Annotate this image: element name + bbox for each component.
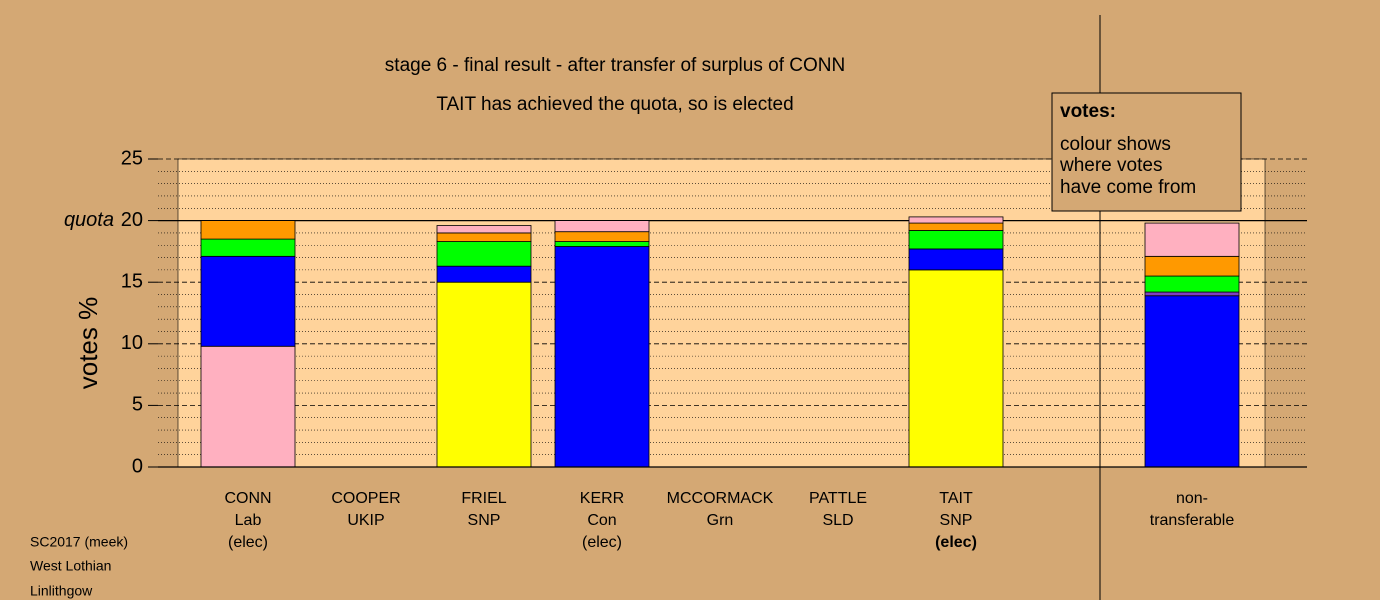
x-tick-label: FRIEL bbox=[461, 490, 506, 507]
bar-segment bbox=[436, 265, 532, 283]
y-tick-label: 25 bbox=[121, 147, 143, 169]
bar-segment bbox=[1144, 295, 1240, 468]
bar-segment bbox=[1144, 255, 1240, 277]
bar-segment bbox=[554, 246, 650, 468]
y-tick-label: 15 bbox=[121, 270, 143, 292]
bar-segment bbox=[436, 241, 532, 267]
bar-segment bbox=[200, 220, 296, 240]
x-tick-label: SLD bbox=[822, 512, 853, 529]
bar-segment bbox=[908, 269, 1004, 468]
x-tick-label: KERR bbox=[580, 490, 624, 507]
bar-segment bbox=[1144, 275, 1240, 293]
bar-segment bbox=[436, 225, 532, 234]
bar-segment bbox=[436, 281, 532, 468]
bar-segment bbox=[200, 255, 296, 347]
legend-text: where votes bbox=[1059, 155, 1162, 176]
x-tick-label: (elec) bbox=[228, 534, 268, 551]
x-tick-label: Con bbox=[587, 512, 616, 529]
x-tick-label: UKIP bbox=[347, 512, 384, 529]
x-tick-label: Grn bbox=[707, 512, 734, 529]
y-axis-label: votes % bbox=[73, 297, 103, 390]
bar-segment bbox=[554, 231, 650, 242]
y-tick-label: 10 bbox=[121, 332, 143, 354]
bar-segment bbox=[200, 238, 296, 257]
x-tick-label: TAIT bbox=[939, 490, 973, 507]
footer-text: Linlithgow bbox=[30, 583, 93, 599]
x-tick-label: (elec) bbox=[582, 534, 622, 551]
x-tick-label: CONN bbox=[224, 490, 271, 507]
x-tick-label: PATTLE bbox=[809, 490, 867, 507]
x-tick-label: COOPER bbox=[331, 490, 400, 507]
bar-segment bbox=[1144, 222, 1240, 257]
x-tick-label: (elec) bbox=[935, 534, 977, 551]
chart-subtitle: TAIT has achieved the quota, so is elect… bbox=[436, 94, 793, 115]
bar-segment bbox=[436, 232, 532, 242]
x-tick-label: transferable bbox=[1150, 512, 1235, 529]
chart-title: stage 6 - final result - after transfer … bbox=[385, 55, 845, 76]
bar-segment bbox=[908, 216, 1004, 224]
bar-segment bbox=[908, 248, 1004, 271]
bar-segment bbox=[554, 220, 650, 233]
legend-box bbox=[1051, 92, 1242, 212]
footer-text: West Lothian bbox=[30, 558, 111, 574]
bar-segment bbox=[908, 230, 1004, 250]
y-tick-label: 0 bbox=[132, 455, 143, 477]
x-tick-label: SNP bbox=[468, 512, 501, 529]
bar-segment bbox=[1144, 291, 1240, 297]
bar-segment bbox=[908, 222, 1004, 231]
y-tick-label: 5 bbox=[132, 394, 143, 416]
legend-text: colour shows bbox=[1060, 134, 1171, 155]
x-tick-label: SNP bbox=[940, 512, 973, 529]
footer-text: SC2017 (meek) bbox=[30, 534, 128, 550]
legend-title: votes: bbox=[1060, 101, 1116, 122]
quota-label: quota bbox=[64, 209, 114, 231]
bar-segment bbox=[554, 241, 650, 247]
x-tick-label: non- bbox=[1176, 490, 1208, 507]
x-tick-label: Lab bbox=[235, 512, 262, 529]
x-tick-label: MCCORMACK bbox=[667, 490, 774, 507]
legend-text: have come from bbox=[1060, 177, 1196, 198]
bar-segment bbox=[200, 345, 296, 468]
y-tick-label: 20 bbox=[121, 209, 143, 231]
